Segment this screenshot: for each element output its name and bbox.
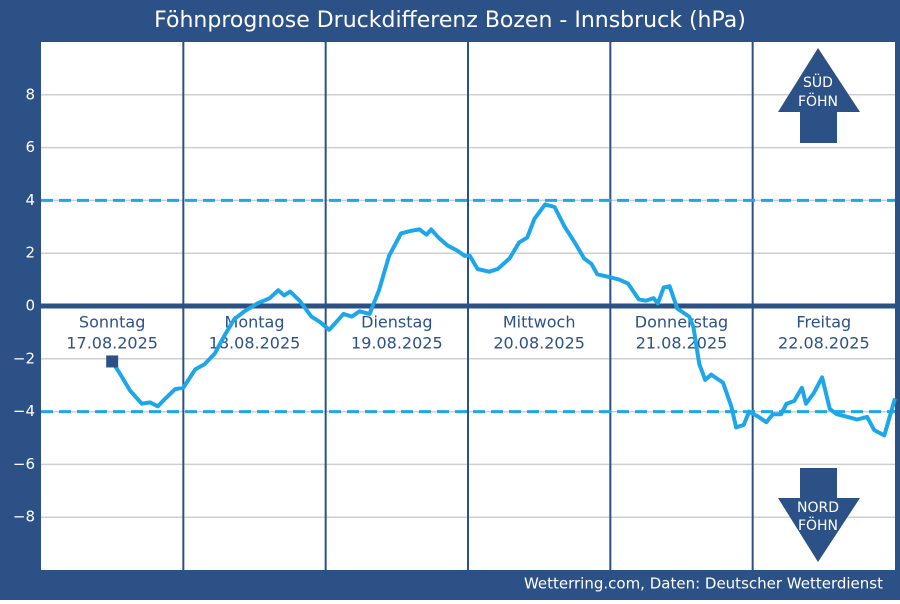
date-label: 19.08.2025 [351,334,443,353]
day-label: Dienstag [361,313,432,332]
arrow-label: FÖHN [798,516,838,534]
date-label: 22.08.2025 [778,334,870,353]
source: Wetterring.com, Daten: Deutscher Wetterd… [524,575,883,593]
date-label: 21.08.2025 [636,334,728,353]
date-label: 17.08.2025 [66,334,158,353]
foehn-arrow [778,468,860,562]
day-label: Mittwoch [503,313,576,332]
arrow-label: NORD [797,500,839,516]
foehn-arrow [778,48,860,143]
start-marker [106,355,119,368]
y-tick-label: 0 [25,297,35,315]
date-label: 18.08.2025 [209,334,301,353]
day-label: Sonntag [79,313,145,332]
arrow-label: FÖHN [798,92,838,110]
y-tick-label: −8 [13,508,35,526]
y-tick-label: −2 [13,349,35,367]
chart-title: Föhnprognose Druckdifferenz Bozen - Inns… [154,8,746,33]
day-label: Freitag [796,313,851,332]
y-tick-label: 8 [25,85,35,103]
y-tick-label: −4 [13,402,35,420]
date-label: 20.08.2025 [493,334,585,353]
y-tick-label: 6 [25,138,35,156]
y-tick-label: 4 [25,191,35,209]
arrow-label: SÜD [803,73,833,91]
y-tick-label: 2 [25,244,35,262]
data-line [110,202,897,438]
day-label: Donnerstag [635,313,728,332]
y-tick-label: −6 [13,455,35,473]
